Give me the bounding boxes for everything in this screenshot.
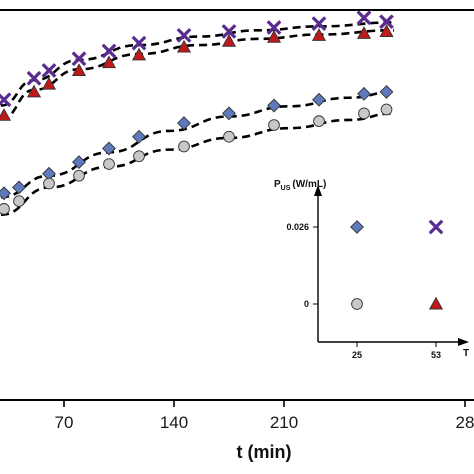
triangle-marker [379, 24, 394, 37]
triangle-marker [101, 55, 117, 69]
triangle-marker [71, 63, 87, 76]
circle-marker [0, 203, 10, 215]
triangle-marker [356, 26, 372, 39]
circle-marker [268, 119, 280, 131]
inset-plot: PUS (W/mL) 0.026 0 25 53 T [274, 179, 469, 360]
cross-marker [0, 92, 12, 108]
cross-marker [101, 43, 117, 59]
triangle-marker [266, 30, 282, 43]
diamond-marker [132, 129, 146, 144]
cross-marker [311, 16, 327, 32]
circle-marker [43, 177, 55, 190]
cross-marker-stroke [266, 20, 282, 35]
circle-marker [351, 298, 363, 310]
inset-x-tick-label: 25 [352, 350, 362, 360]
diamond-marker [222, 106, 236, 121]
diamond-marker [102, 141, 116, 156]
circle-marker [313, 115, 325, 128]
cross-marker-stroke [26, 70, 42, 86]
diamond-marker [357, 86, 371, 101]
circle-marker [133, 150, 145, 163]
diamond-marker [379, 84, 394, 99]
x-axis-title: t (min) [237, 442, 292, 462]
cross-marker [26, 70, 42, 86]
triangle-marker [131, 47, 147, 61]
circle-marker [178, 140, 190, 153]
inset-y-tick-label: 0.026 [286, 222, 309, 232]
fit-curve [0, 90, 395, 199]
cross-marker [41, 63, 57, 78]
circle-marker [358, 107, 370, 120]
circle-marker [223, 130, 235, 143]
cross-marker-stroke [311, 16, 327, 32]
cross-marker [131, 35, 147, 51]
cross-marker-stroke [41, 63, 57, 78]
cross-marker [266, 20, 282, 35]
inset-y-label: PUS (W/mL) [274, 179, 326, 192]
x-tick-label: 70 [55, 413, 74, 432]
cross-marker [176, 27, 192, 43]
triangle-marker [41, 76, 57, 90]
cross-marker-stroke [221, 24, 237, 39]
diamond-marker [350, 220, 364, 234]
triangle-marker [0, 108, 12, 121]
inset-y-arrow [314, 185, 322, 196]
fit-curve [0, 21, 395, 107]
inset-points [350, 219, 444, 310]
triangle-marker [428, 296, 444, 310]
circle-marker [13, 195, 25, 207]
cross-marker [221, 24, 237, 39]
inset-y-tick-label: 0 [304, 299, 309, 309]
triangle-marker [26, 84, 42, 98]
triangle-marker [311, 28, 327, 41]
diamond-marker [267, 98, 281, 113]
circle-marker [73, 169, 85, 182]
cross-marker-stroke [101, 43, 117, 59]
cross-marker-stroke [428, 219, 444, 235]
triangle-marker [176, 39, 192, 53]
cross-marker-stroke [0, 92, 12, 106]
circle-marker [380, 103, 393, 116]
fit-curve [0, 112, 395, 217]
triangle-marker [221, 33, 237, 47]
cross-marker [71, 51, 87, 67]
cross-marker-stroke [176, 27, 192, 43]
cross-marker [379, 14, 394, 30]
diamond-marker [72, 155, 86, 170]
cross-marker-stroke [379, 14, 394, 30]
x-axis-ticks: 70 140 210 28 [55, 400, 474, 432]
diamond-marker [0, 186, 11, 201]
diamond-marker [12, 180, 26, 195]
cross-marker-stroke [71, 51, 87, 67]
cross-marker-stroke [356, 10, 372, 26]
x-tick-label: 140 [160, 413, 188, 432]
circle-marker [103, 158, 115, 170]
x-tick-label: 210 [270, 413, 298, 432]
inset-x-arrow [458, 338, 469, 346]
inset-x-tick-label: 53 [431, 350, 441, 360]
diamond-marker [312, 92, 326, 107]
cross-marker [356, 10, 372, 26]
cross-marker [428, 219, 444, 235]
cross-marker-stroke [131, 35, 147, 51]
x-tick-label: 28 [456, 413, 474, 432]
diamond-marker [177, 116, 191, 131]
data-points [0, 10, 394, 215]
inset-x-label: T [463, 348, 469, 359]
